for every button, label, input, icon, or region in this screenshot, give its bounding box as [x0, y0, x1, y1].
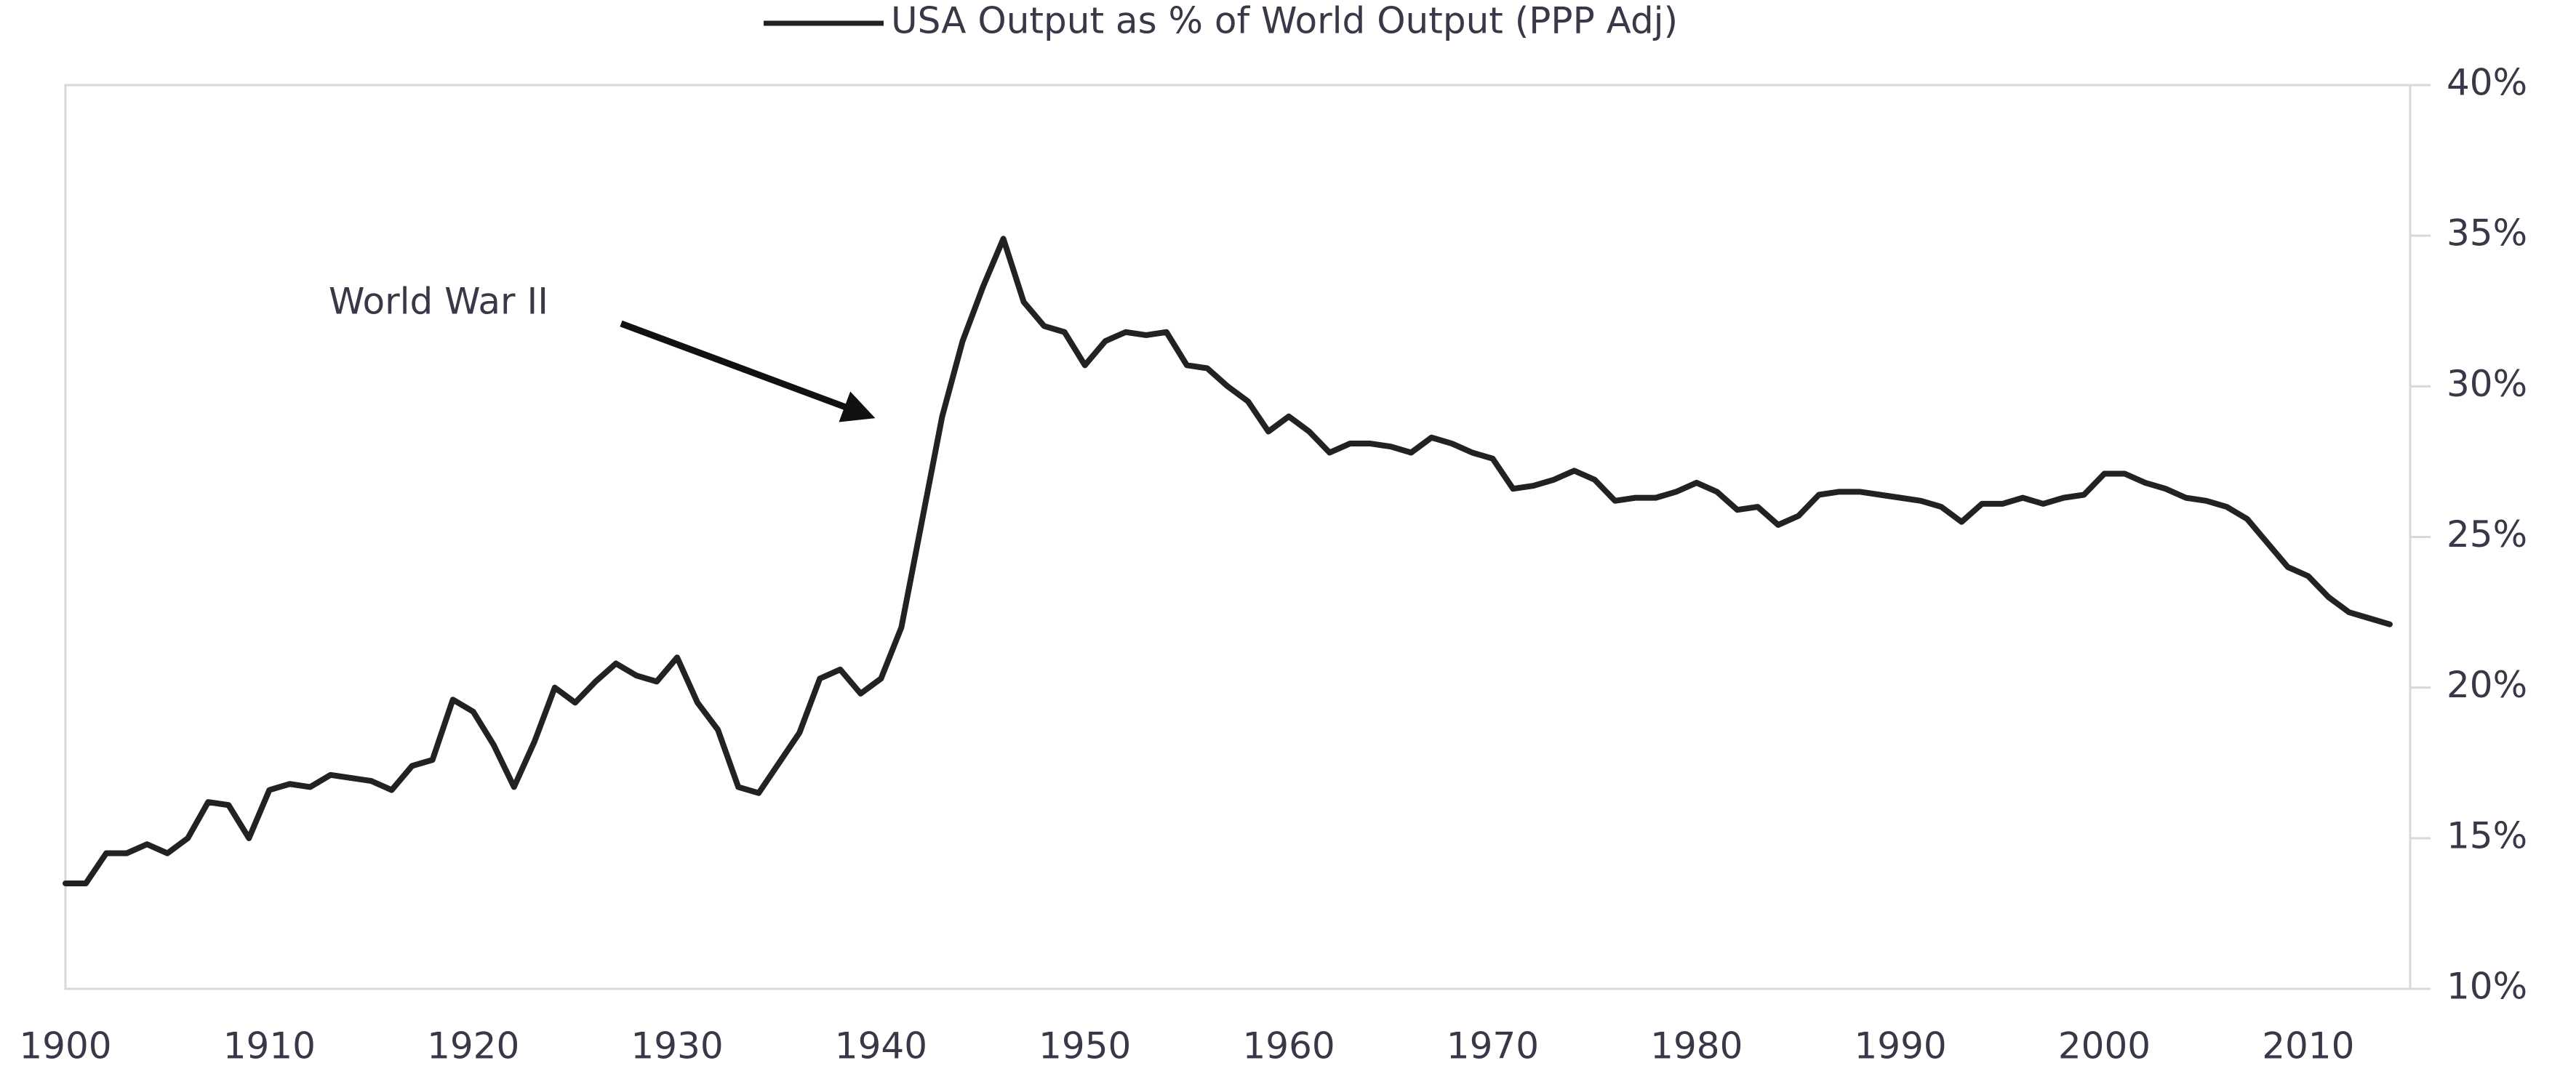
x-tick-label: 1920	[427, 1025, 519, 1067]
x-tick-label: 1910	[223, 1025, 316, 1067]
annotation-arrow	[620, 320, 876, 422]
x-tick-label: 2000	[2058, 1025, 2151, 1067]
y-tick-label: 20%	[2447, 664, 2527, 706]
y-tick-label: 35%	[2447, 212, 2527, 254]
y-tick-label: 30%	[2447, 363, 2527, 405]
x-tick-label: 1970	[1447, 1025, 1539, 1067]
y-tick-label: 40%	[2447, 62, 2527, 104]
x-tick-label: 1950	[1039, 1025, 1131, 1067]
x-tick-label: 1940	[835, 1025, 927, 1067]
x-tick-label: 1990	[1855, 1025, 1947, 1067]
plot-frame	[64, 84, 2412, 990]
x-tick-label: 2010	[2262, 1025, 2354, 1067]
annotation: World War II	[329, 281, 548, 323]
y-tick-label: 25%	[2447, 513, 2527, 555]
x-tick-label: 1900	[19, 1025, 111, 1067]
x-tick-label: 1960	[1242, 1025, 1335, 1067]
y-tick-label: 15%	[2447, 814, 2527, 857]
legend-label: USA Output as % of World Output (PPP Adj…	[891, 0, 1678, 42]
data-line	[63, 236, 2393, 886]
x-tick-label: 1930	[631, 1025, 723, 1067]
y-tick-label: 10%	[2447, 966, 2527, 1008]
x-tick-label: 1980	[1650, 1025, 1743, 1067]
